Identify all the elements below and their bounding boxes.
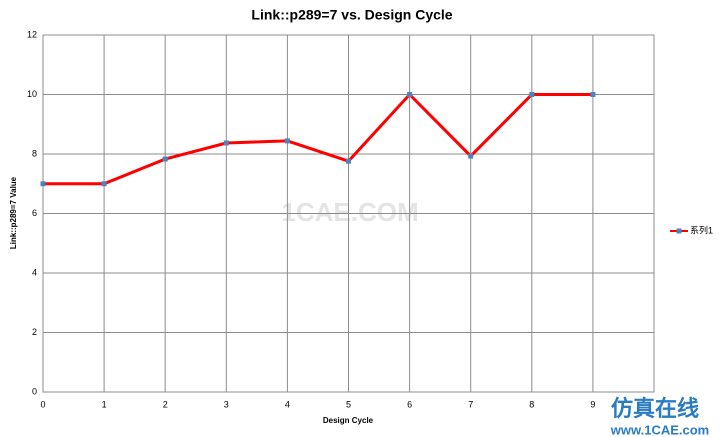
x-tick-label: 3 bbox=[224, 399, 229, 409]
series-line bbox=[43, 92, 593, 186]
legend-marker bbox=[676, 228, 682, 234]
point-marker bbox=[101, 181, 107, 187]
y-tick-label: 4 bbox=[32, 267, 37, 277]
legend-label: 系列1 bbox=[690, 224, 713, 235]
point-marker bbox=[468, 153, 474, 159]
x-tick-label: 2 bbox=[163, 399, 168, 409]
point-marker bbox=[590, 92, 596, 97]
y-tick-label: 12 bbox=[27, 29, 37, 39]
watermark-url: www.1CAE.com bbox=[610, 422, 709, 437]
y-tick-label: 0 bbox=[32, 386, 37, 396]
point-marker bbox=[529, 92, 535, 97]
x-tick-label: 8 bbox=[529, 399, 534, 409]
watermark-brand: 仿真在线 bbox=[611, 396, 699, 421]
point-marker bbox=[40, 181, 46, 187]
x-tick-label: 1 bbox=[102, 399, 107, 409]
x-tick-label: 4 bbox=[285, 399, 290, 409]
point-marker bbox=[346, 158, 351, 164]
y-axis-label: Link::p289=7 Value bbox=[9, 176, 18, 249]
y-tick-label: 6 bbox=[32, 208, 37, 218]
x-tick-label: 5 bbox=[346, 399, 351, 409]
watermark: 1CAE.COM bbox=[281, 197, 418, 227]
y-tick-label: 2 bbox=[32, 327, 37, 337]
y-tick-label: 8 bbox=[32, 148, 37, 158]
chart-title: Link::p289=7 vs. Design Cycle bbox=[251, 7, 452, 23]
point-marker bbox=[284, 138, 290, 144]
x-tick-label: 6 bbox=[407, 399, 412, 409]
point-marker bbox=[223, 140, 229, 146]
x-tick-label: 0 bbox=[40, 399, 45, 409]
x-axis-label: Design Cycle bbox=[323, 416, 374, 425]
x-tick-label: 9 bbox=[590, 399, 595, 409]
x-tick-label: 7 bbox=[468, 399, 473, 409]
point-marker bbox=[407, 92, 413, 97]
plot-border bbox=[42, 34, 655, 393]
point-marker bbox=[162, 156, 168, 162]
y-tick-label: 10 bbox=[27, 89, 37, 99]
